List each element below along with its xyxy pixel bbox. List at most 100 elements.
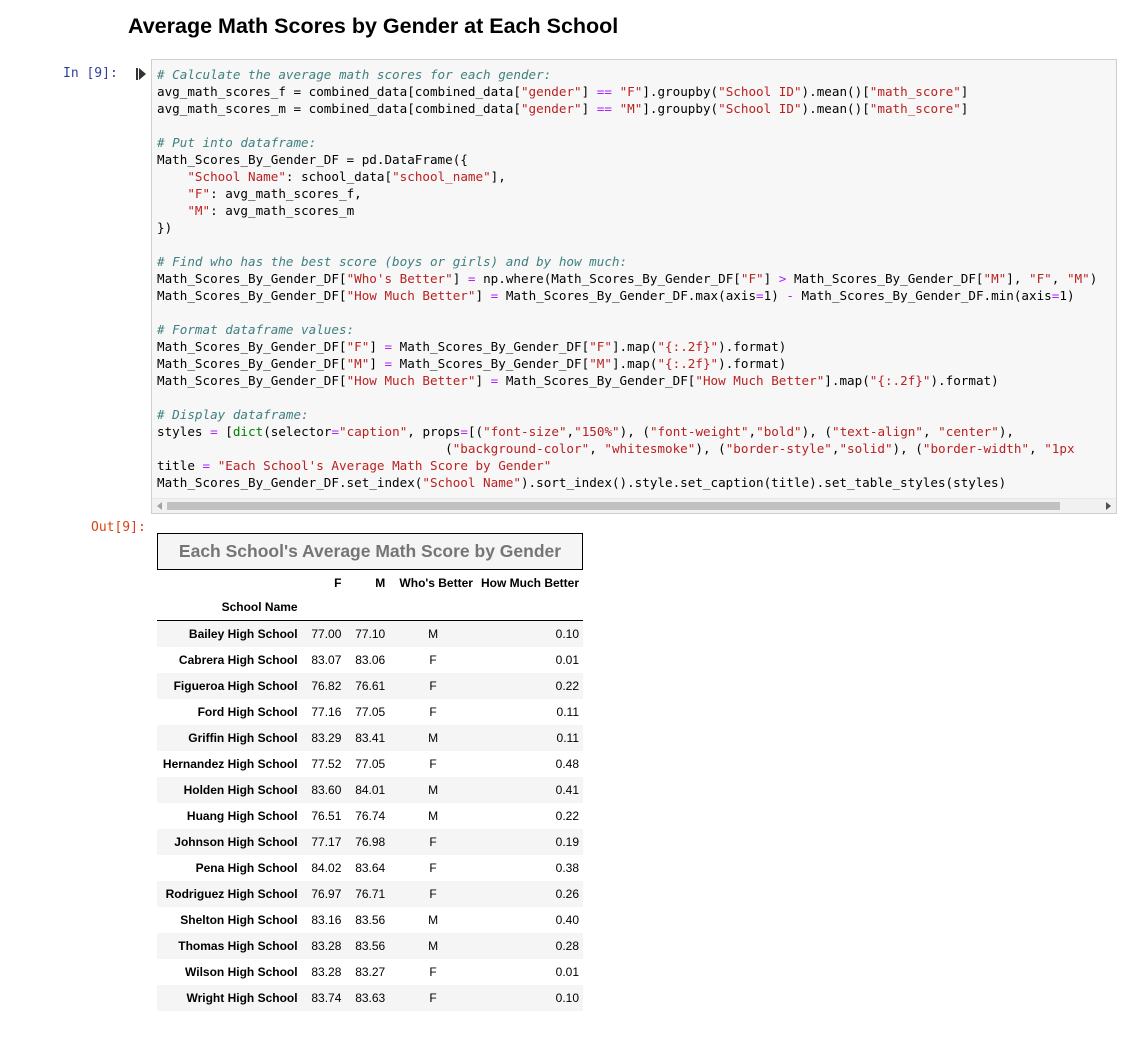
table-row: Thomas High School 83.28 83.56 M 0.28 bbox=[157, 933, 583, 959]
code-token: "math_score" bbox=[869, 84, 961, 99]
code-line: Math_Scores_By_Gender_DF["F"] = Math_Sco… bbox=[157, 338, 1097, 355]
code-token: ), ( bbox=[892, 441, 923, 456]
chevron-left-icon[interactable] bbox=[157, 502, 162, 510]
code-token: "How Much Better" bbox=[346, 288, 476, 303]
cell-m-score: 83.27 bbox=[355, 965, 386, 979]
code-token: (selector bbox=[263, 424, 332, 439]
code-token: "bold" bbox=[756, 424, 802, 439]
row-school-name: Johnson High School bbox=[174, 835, 298, 849]
code-line bbox=[157, 117, 1097, 134]
code-cell[interactable]: # Calculate the average math scores for … bbox=[151, 59, 1117, 514]
code-token: Math_Scores_By_Gender_DF[ bbox=[392, 339, 590, 354]
table-row: Hernandez High School 77.52 77.05 F 0.48 bbox=[157, 751, 583, 777]
cell-m-score: 83.41 bbox=[355, 731, 386, 745]
code-token: "whitesmoke" bbox=[604, 441, 696, 456]
code-line bbox=[157, 389, 1097, 406]
table-row: Huang High School 76.51 76.74 M 0.22 bbox=[157, 803, 583, 829]
step-run-icon[interactable] bbox=[136, 68, 146, 80]
cell-how-much-better: 0.22 bbox=[555, 809, 579, 823]
code-token: ] bbox=[369, 356, 385, 371]
row-school-name: Huang High School bbox=[186, 809, 298, 823]
code-token: , bbox=[831, 441, 840, 456]
table-row: Johnson High School 77.17 76.98 F 0.19 bbox=[157, 829, 583, 855]
code-token: "School ID" bbox=[718, 84, 802, 99]
code-token: "center" bbox=[938, 424, 999, 439]
code-token: = bbox=[384, 339, 393, 354]
table-row: Bailey High School 77.00 77.10 M 0.10 bbox=[157, 620, 583, 647]
code-token bbox=[157, 186, 187, 201]
code-line: # Format dataframe values: bbox=[157, 321, 1097, 338]
code-editor[interactable]: # Calculate the average math scores for … bbox=[157, 66, 1097, 491]
cell-how-much-better: 0.38 bbox=[555, 861, 579, 875]
code-token: ).mean()[ bbox=[801, 101, 870, 116]
code-token: ] bbox=[452, 271, 468, 286]
code-token: [( bbox=[467, 424, 484, 439]
code-line: "School Name": school_data["school_name"… bbox=[157, 168, 1097, 185]
code-token: avg_math_scores_f = combined_data[combin… bbox=[157, 84, 521, 99]
code-token: = bbox=[384, 356, 393, 371]
cell-whos-better: M bbox=[428, 627, 439, 641]
code-token: "School ID" bbox=[718, 101, 802, 116]
horizontal-scrollbar[interactable] bbox=[152, 498, 1116, 513]
code-line: # Find who has the best score (boys or g… bbox=[157, 253, 1097, 270]
code-token: Math_Scores_By_Gender_DF.max(axis bbox=[498, 288, 757, 303]
cell-whos-better: M bbox=[428, 731, 439, 745]
code-token: 1) bbox=[763, 288, 787, 303]
cell-how-much-better: 0.01 bbox=[555, 653, 579, 667]
code-token: , bbox=[566, 424, 575, 439]
code-token: , bbox=[1051, 271, 1067, 286]
cell-how-much-better: 0.11 bbox=[556, 705, 579, 719]
code-token: = bbox=[490, 373, 499, 388]
code-token: "caption" bbox=[339, 424, 408, 439]
cell-how-much-better: 0.10 bbox=[555, 627, 579, 641]
cell-whos-better: F bbox=[429, 679, 437, 693]
table-row: Cabrera High School 83.07 83.06 F 0.01 bbox=[157, 647, 583, 673]
table-row: Ford High School 77.16 77.05 F 0.11 bbox=[157, 699, 583, 725]
code-line: Math_Scores_By_Gender_DF = pd.DataFrame(… bbox=[157, 151, 1097, 168]
code-token: , bbox=[922, 424, 939, 439]
code-token: ).sort_index().style.set_caption(title).… bbox=[520, 475, 1007, 490]
row-school-name: Hernandez High School bbox=[162, 757, 298, 771]
cell-how-much-better: 0.10 bbox=[555, 991, 579, 1005]
scrollbar-thumb[interactable] bbox=[167, 502, 1060, 510]
code-token: ].map( bbox=[824, 373, 870, 388]
cell-m-score: 77.05 bbox=[355, 757, 386, 771]
cell-f-score: 84.02 bbox=[311, 861, 342, 875]
code-token bbox=[157, 203, 187, 218]
cell-m-score: 77.10 bbox=[355, 627, 386, 641]
code-token: ), bbox=[998, 424, 1014, 439]
code-token: ), ( bbox=[695, 441, 726, 456]
code-token: ].map( bbox=[611, 339, 658, 354]
code-line: # Put into dataframe: bbox=[157, 134, 1097, 151]
table-row: Holden High School 83.60 84.01 M 0.41 bbox=[157, 777, 583, 803]
cell-m-score: 77.05 bbox=[355, 705, 386, 719]
code-line: # Display dataframe: bbox=[157, 406, 1097, 423]
cell-how-much-better: 0.22 bbox=[555, 679, 579, 693]
table-row: Griffin High School 83.29 83.41 M 0.11 bbox=[157, 725, 583, 751]
column-header-f: F bbox=[334, 576, 342, 590]
output-prompt: Out[9]: bbox=[91, 520, 146, 535]
code-token: "School Name" bbox=[422, 475, 521, 490]
code-token: "border-style" bbox=[725, 441, 832, 456]
code-token: "M" bbox=[983, 271, 1007, 286]
cell-f-score: 76.97 bbox=[311, 887, 342, 901]
column-header-how-much-better: How Much Better bbox=[480, 576, 579, 590]
cell-whos-better: F bbox=[429, 835, 437, 849]
cell-whos-better: M bbox=[428, 939, 439, 953]
code-token: "M" bbox=[187, 203, 211, 218]
code-token: Math_Scores_By_Gender_DF[ bbox=[157, 339, 347, 354]
chevron-right-icon[interactable] bbox=[1106, 502, 1111, 510]
code-token: == bbox=[596, 101, 612, 116]
column-header-m: M bbox=[375, 576, 386, 590]
code-token: "F" bbox=[187, 186, 211, 201]
index-name-header: School Name bbox=[157, 594, 302, 621]
code-token: Math_Scores_By_Gender_DF[ bbox=[157, 373, 347, 388]
code-token: ), ( bbox=[801, 424, 832, 439]
code-line: Math_Scores_By_Gender_DF["How Much Bette… bbox=[157, 372, 1097, 389]
cell-whos-better: F bbox=[429, 705, 437, 719]
code-token: "M" bbox=[619, 101, 643, 116]
table-row: Shelton High School 83.16 83.56 M 0.40 bbox=[157, 907, 583, 933]
code-line: # Calculate the average math scores for … bbox=[157, 66, 1097, 83]
code-token bbox=[157, 169, 187, 184]
code-token: "border-width" bbox=[922, 441, 1030, 456]
